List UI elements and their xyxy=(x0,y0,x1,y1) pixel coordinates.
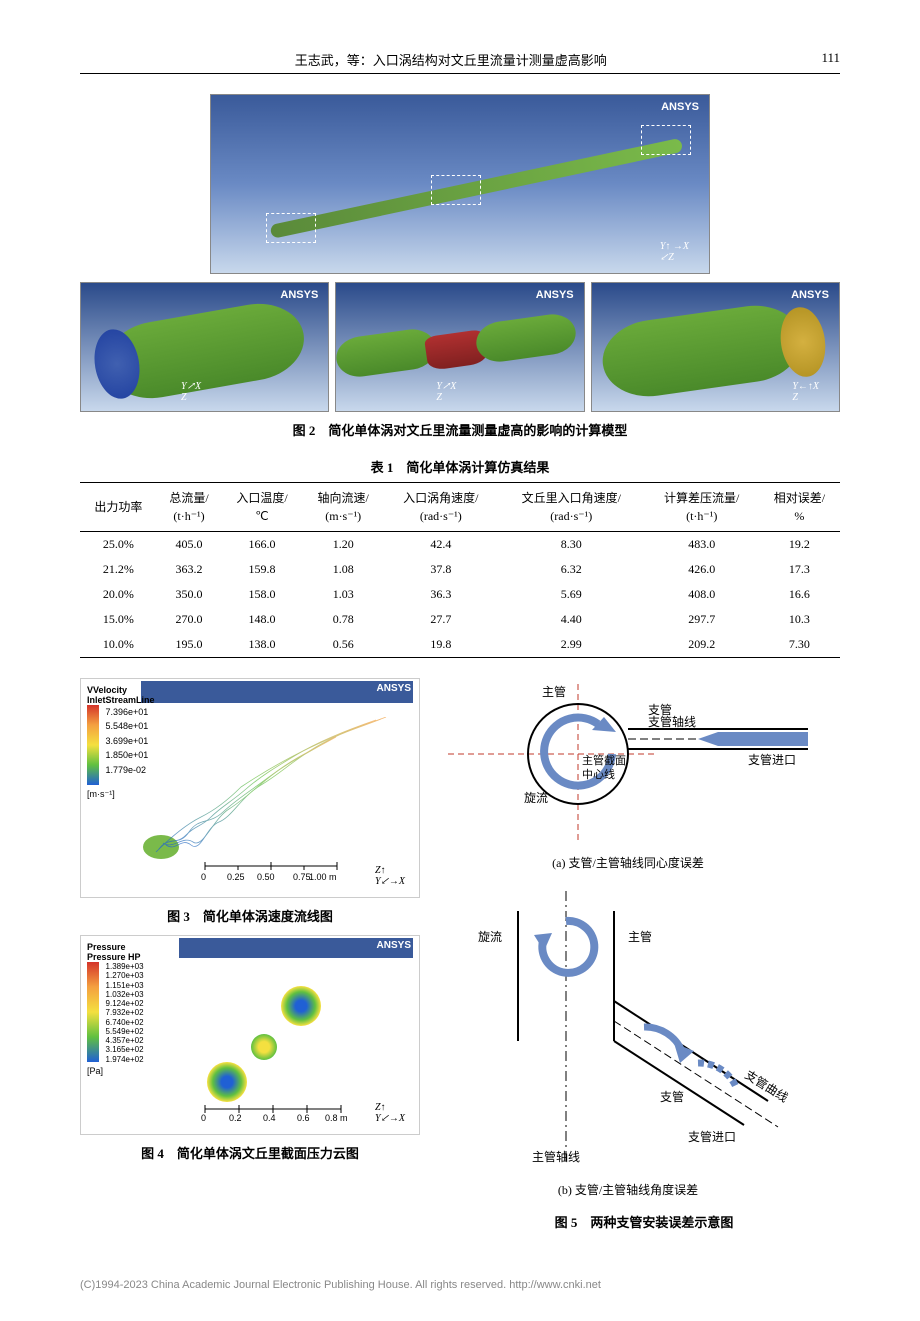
fig3-scale: 0 0.50 1.00 m 0.25 0.75 xyxy=(201,862,341,887)
callout-mid xyxy=(431,175,481,205)
svg-text:0.25: 0.25 xyxy=(227,872,245,882)
ansys-logo: ANSYS xyxy=(791,289,829,301)
header-title: 王志武，等：入口涡结构对文丘里流量计测量虚高影响 xyxy=(295,50,607,69)
ansys-logo: ANSYS xyxy=(377,940,411,951)
fig4-legend: PressurePressure HP 1.389e+031.270e+031.… xyxy=(87,942,144,1076)
svg-text:支管进口: 支管进口 xyxy=(688,1129,736,1144)
right-column: 主管 支管 支管轴线 支管进口 主管截面 中心线 旋流 (a) 支管/主管轴线同… xyxy=(448,678,840,1249)
fig5b-svg: 旋流 主管 支管 支管曲线 支管进口 主管轴线 xyxy=(448,891,808,1171)
cylinder xyxy=(597,299,806,402)
legend-title: VVelocityInletStreamLine xyxy=(87,685,155,705)
page-header: 王志武，等：入口涡结构对文丘里流量计测量虚高影响 111 xyxy=(80,50,840,74)
axis-label: Y↗XZ xyxy=(181,381,201,403)
table-body: 25.0%405.0166.01.2042.48.30483.019.221.2… xyxy=(80,532,840,658)
axis-label: Y↗XZ xyxy=(436,381,456,403)
streamline-swirl xyxy=(141,717,401,867)
contour-dot xyxy=(251,1034,277,1060)
table-header: 出力功率总流量/(t·h⁻¹)入口温度/℃轴向流速/(m·s⁻¹)入口涡角速度/… xyxy=(80,483,840,532)
axis-label: Y↑ →X↙Z xyxy=(660,241,689,263)
page-footer: (C)1994-2023 China Academic Journal Elec… xyxy=(80,1279,840,1291)
fig5-caption: 图 5 两种支管安装误差示意图 xyxy=(448,1212,840,1231)
fig5a-caption: (a) 支管/主管轴线同心度误差 xyxy=(448,854,808,871)
ansys-logo: ANSYS xyxy=(280,289,318,301)
fig3-topbar xyxy=(141,681,413,703)
legend-title: PressurePressure HP xyxy=(87,942,144,962)
ansys-logo: ANSYS xyxy=(536,289,574,301)
axis-label: Z↑Y↙→X xyxy=(375,865,405,887)
svg-text:0: 0 xyxy=(201,1113,206,1121)
ansys-logo: ANSYS xyxy=(661,101,699,113)
svg-text:0.6: 0.6 xyxy=(297,1113,310,1121)
fig2-caption: 图 2 简化单体涡对文丘里流量测量虚高的影响的计算模型 xyxy=(80,420,840,439)
left-column: ANSYS VVelocityInletStreamLine 7.396e+01… xyxy=(80,678,420,1249)
svg-text:支管: 支管 xyxy=(660,1089,684,1104)
svg-text:0.50: 0.50 xyxy=(257,872,275,882)
fig3-caption: 图 3 简化单体涡速度流线图 xyxy=(80,906,420,925)
fig5a: 主管 支管 支管轴线 支管进口 主管截面 中心线 旋流 (a) 支管/主管轴线同… xyxy=(448,678,808,871)
svg-text:主管轴线: 主管轴线 xyxy=(532,1149,580,1164)
fig4-scale: 0 0.2 0.4 0.6 0.8 m xyxy=(201,1105,351,1124)
cyl-right xyxy=(474,311,579,365)
callout-left xyxy=(266,213,316,243)
svg-text:0: 0 xyxy=(201,872,206,882)
svg-text:主管: 主管 xyxy=(628,929,652,944)
cyl-left xyxy=(334,326,439,380)
fig4-box: ANSYS PressurePressure HP 1.389e+031.270… xyxy=(80,935,420,1135)
svg-text:支管进口: 支管进口 xyxy=(748,752,796,767)
callout-right xyxy=(641,125,691,155)
svg-text:旋流: 旋流 xyxy=(524,791,548,805)
fig2-main: ANSYS Y↑ →X↙Z xyxy=(210,94,710,274)
table1: 出力功率总流量/(t·h⁻¹)入口温度/℃轴向流速/(m·s⁻¹)入口涡角速度/… xyxy=(80,482,840,658)
svg-text:主管截面: 主管截面 xyxy=(582,753,626,767)
fig2-row: ANSYS Y↗XZ ANSYS Y↗XZ ANSYS Y←↑XZ xyxy=(80,282,840,412)
axis-label: Z↑Y↙→X xyxy=(375,1102,405,1124)
legend-values: 1.389e+031.270e+031.151e+031.032e+039.12… xyxy=(106,962,144,1064)
page-number: 111 xyxy=(821,50,840,69)
svg-text:0.2: 0.2 xyxy=(229,1113,242,1121)
table1-title: 表 1 简化单体涡计算仿真结果 xyxy=(80,457,840,476)
fig5a-svg: 主管 支管 支管轴线 支管进口 主管截面 中心线 旋流 xyxy=(448,684,808,844)
fig2-sub1: ANSYS Y↗XZ xyxy=(80,282,329,412)
svg-text:旋流: 旋流 xyxy=(478,930,502,944)
svg-text:0.75: 0.75 xyxy=(293,872,311,882)
legend-unit: [Pa] xyxy=(87,1066,144,1076)
legend-colorbar xyxy=(87,705,99,785)
svg-text:0.8 m: 0.8 m xyxy=(325,1113,348,1121)
contour-dot xyxy=(281,986,321,1026)
fig5b: 旋流 主管 支管 支管曲线 支管进口 主管轴线 (b) 支管/主管轴线角度误差 xyxy=(448,885,808,1198)
svg-text:主管: 主管 xyxy=(542,684,566,699)
contour-dot xyxy=(207,1062,247,1102)
fig2-sub2: ANSYS Y↗XZ xyxy=(335,282,584,412)
legend-colorbar xyxy=(87,962,99,1062)
svg-text:支管轴线: 支管轴线 xyxy=(648,714,696,729)
fig5b-caption: (b) 支管/主管轴线角度误差 xyxy=(448,1181,808,1198)
fig2-sub3: ANSYS Y←↑XZ xyxy=(591,282,840,412)
fig4-caption: 图 4 简化单体涡文丘里截面压力云图 xyxy=(80,1143,420,1162)
ansys-logo: ANSYS xyxy=(377,683,411,694)
svg-text:中心线: 中心线 xyxy=(582,767,615,781)
fig3-box: ANSYS VVelocityInletStreamLine 7.396e+01… xyxy=(80,678,420,898)
svg-text:1.00 m: 1.00 m xyxy=(309,872,337,882)
svg-text:0.4: 0.4 xyxy=(263,1113,276,1121)
bottom-row: ANSYS VVelocityInletStreamLine 7.396e+01… xyxy=(80,678,840,1249)
axis-label: Y←↑XZ xyxy=(792,381,819,403)
